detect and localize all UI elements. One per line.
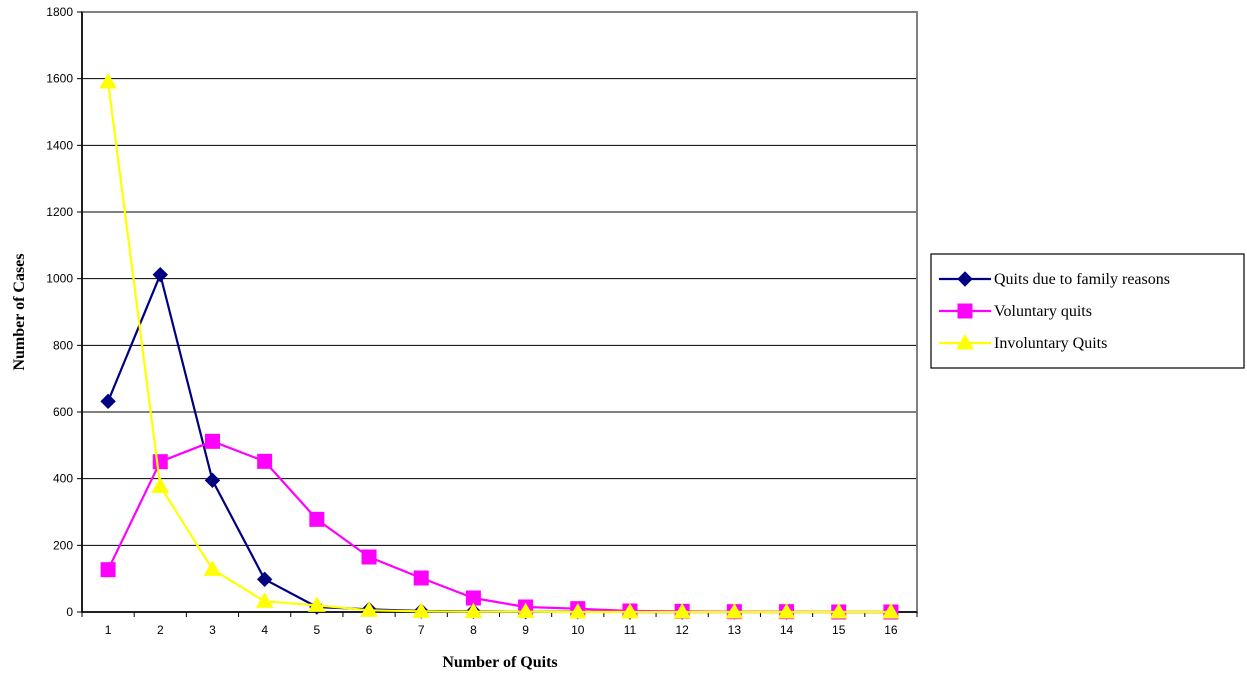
y-tick-label: 800 [53, 338, 73, 352]
data-point [204, 433, 220, 449]
legend-label: Involuntary Quits [994, 335, 1107, 352]
series-line [107, 440, 891, 614]
data-point [882, 602, 900, 619]
x-tick-label: 7 [418, 623, 425, 637]
y-tick-label: 1400 [46, 138, 73, 152]
data-point [100, 393, 116, 410]
x-axis-title: Number of Quits [442, 654, 557, 671]
data-point [204, 472, 221, 489]
legend-marker [957, 271, 973, 287]
data-point [464, 602, 483, 619]
data-point [412, 602, 431, 618]
legend-entry: Quits due to family reasons [939, 271, 1170, 288]
data-point [256, 571, 273, 588]
data-point [621, 602, 639, 619]
data-point [777, 602, 796, 619]
series-line [107, 81, 891, 614]
y-tick-label: 1600 [46, 72, 73, 86]
series-involuntary-quits [99, 72, 900, 619]
x-tick-label: 15 [832, 623, 846, 637]
data-point [309, 511, 325, 527]
legend-label: Quits due to family reasons [994, 271, 1170, 288]
x-tick-label: 16 [884, 623, 898, 637]
legend-marker [957, 303, 973, 319]
x-tick-label: 2 [157, 623, 164, 637]
data-point [361, 549, 377, 565]
series-voluntary-quits [100, 433, 899, 620]
y-tick-label: 1200 [46, 205, 73, 219]
x-tick-label: 14 [780, 623, 794, 637]
y-tick-label: 1800 [46, 5, 73, 19]
data-point [99, 72, 117, 89]
data-point [413, 570, 429, 586]
legend-entry: Voluntary quits [939, 303, 1092, 320]
data-point [360, 601, 378, 617]
y-tick-label: 400 [53, 472, 73, 486]
legend-box [930, 253, 1245, 369]
x-tick-label: 12 [675, 623, 689, 637]
x-tick-label: 9 [522, 623, 529, 637]
data-point [257, 453, 273, 469]
x-tick-label: 10 [571, 623, 585, 637]
data-point [725, 602, 744, 619]
x-tick-label: 13 [728, 623, 742, 637]
legend-label: Voluntary quits [994, 303, 1092, 320]
y-tick-label: 200 [53, 538, 73, 552]
y-tick-label: 0 [66, 605, 73, 619]
data-point [152, 266, 168, 283]
x-tick-label: 4 [261, 623, 268, 637]
x-tick-label: 11 [624, 623, 637, 637]
data-point [203, 560, 222, 576]
legend: Quits due to family reasons Voluntary qui… [930, 253, 1245, 369]
data-point [255, 592, 274, 608]
data-point [829, 602, 848, 619]
data-point [568, 602, 587, 619]
y-tick-label: 1000 [46, 272, 73, 286]
series-line [107, 273, 891, 614]
data-point [516, 602, 535, 619]
x-tick-label: 3 [209, 623, 216, 637]
x-tick-label: 1 [105, 623, 112, 637]
x-tick-label: 8 [470, 623, 477, 637]
x-tick-label: 5 [314, 623, 321, 637]
series-group [99, 72, 900, 620]
legend-entry: Involuntary Quits [939, 333, 1107, 352]
legend-marker [956, 333, 974, 350]
data-point [151, 477, 170, 493]
data-point [673, 602, 692, 619]
y-axis-title: Number of Cases [11, 253, 28, 370]
y-tick-label: 600 [53, 405, 73, 419]
gridlines [82, 78, 917, 546]
x-tick-label: 6 [366, 623, 373, 637]
data-point [307, 596, 326, 612]
data-point [100, 562, 116, 578]
plot-area-frame [81, 11, 918, 613]
